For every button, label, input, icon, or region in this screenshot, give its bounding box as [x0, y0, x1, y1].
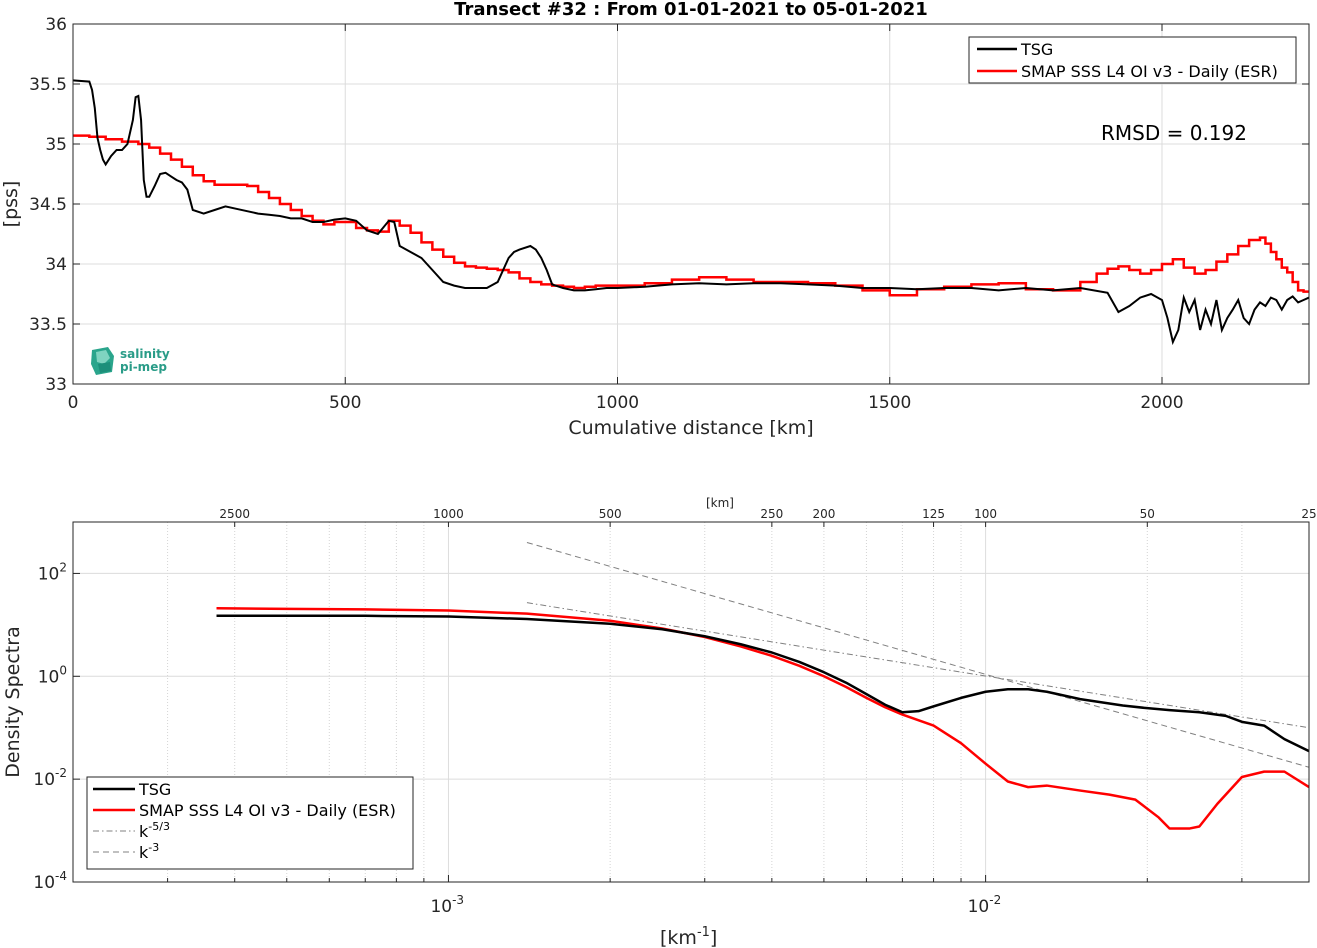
bottom-x-tick-label: 10-2 — [968, 893, 1002, 917]
top-x-tick-label: 2000 — [1140, 393, 1183, 413]
top-y-tick-label: 36 — [45, 15, 67, 35]
smap-spectrum-line — [216, 607, 1310, 830]
bottom-axes-box — [72, 521, 1310, 883]
top-x-tick-label: 0 — [68, 393, 79, 413]
top-y-axis-label: [pss] — [0, 181, 22, 228]
top-x-tick-label: 1500 — [868, 393, 911, 413]
bottom-legend: TSG SMAP SSS L4 OI v3 - Daily (ESR) k-5/… — [86, 776, 414, 870]
bottom-series-lines — [216, 541, 1310, 830]
chart-title: Transect #32 : From 01-01-2021 to 05-01-… — [454, 0, 928, 20]
top-x-tick-label: 500 — [329, 393, 361, 413]
k-53-reference-line — [526, 602, 1310, 729]
legend2-label-k53: k-5/3 — [139, 820, 170, 841]
bottom-top-tick-label: 100 — [974, 507, 997, 521]
bottom-top-tick-label: 250 — [760, 507, 783, 521]
top-series-lines — [72, 79, 1310, 346]
top-y-tick-label: 35 — [45, 135, 67, 155]
top-x-axis-label: Cumulative distance [km] — [568, 417, 813, 439]
legend2-label-k3: k-3 — [139, 841, 159, 862]
svg-text:[km-1]: [km-1] — [660, 925, 717, 948]
bottom-ticks: 10-3 10-2 102 100 10-2 10-4 2500 1000 500 250 200 1… — [33, 507, 1316, 917]
top-legend-box — [968, 36, 1297, 84]
top-y-tick-label: 33.5 — [29, 315, 67, 335]
top-y-tick-label: 35.5 — [29, 75, 67, 95]
top-y-tick-label: 33 — [45, 375, 67, 395]
salinity-pi-mep-logo: salinity pi-mep — [91, 347, 170, 375]
bottom-top-tick-label: 50 — [1140, 507, 1155, 521]
top-y-tick-label: 34 — [45, 255, 67, 275]
logo-text-salinity: salinity — [120, 347, 170, 361]
logo-text-pi-mep: pi-mep — [120, 360, 167, 374]
legend-label-smap: SMAP SSS L4 OI v3 - Daily (ESR) — [1021, 62, 1278, 81]
rmsd-annotation: RMSD = 0.192 — [1101, 121, 1247, 145]
bottom-y-tick-label: 100 — [38, 663, 67, 687]
k-3-reference-line — [526, 541, 1310, 768]
bottom-y-tick-label: 10-2 — [33, 766, 67, 790]
bottom-top-tick-label: 25 — [1301, 507, 1316, 521]
bottom-top-tick-label: 125 — [922, 507, 945, 521]
bottom-y-tick-label: 102 — [38, 560, 67, 584]
top-ticks: 0 500 1000 1500 2000 33 33.5 34 34.5 35 35.5 36 — [29, 15, 1309, 413]
bottom-top-tick-label: 2500 — [219, 507, 250, 521]
bottom-top-axis-label: [km] — [706, 496, 734, 510]
legend2-label-smap: SMAP SSS L4 OI v3 - Daily (ESR) — [139, 801, 396, 820]
top-legend: TSG SMAP SSS L4 OI v3 - Daily (ESR) — [968, 36, 1297, 84]
legend2-label-tsg: TSG — [138, 780, 171, 799]
legend-label-tsg: TSG — [1020, 40, 1053, 59]
bottom-y-tick-label: 10-4 — [33, 869, 67, 893]
bottom-legend-box — [86, 776, 414, 870]
bottom-y-axis-label: Density Spectra — [2, 626, 24, 777]
bottom-top-tick-label: 1000 — [433, 507, 464, 521]
bottom-top-tick-label: 200 — [812, 507, 835, 521]
top-x-tick-label: 1000 — [596, 393, 639, 413]
tsg-line — [72, 79, 1310, 346]
tsg-spectrum-line — [216, 614, 1310, 753]
top-y-tick-label: 34.5 — [29, 195, 67, 215]
bottom-x-axis-label: [km-1] — [660, 925, 717, 948]
bottom-x-tick-label: 10-3 — [430, 893, 464, 917]
smap-sss-line — [73, 134, 1309, 297]
bottom-top-tick-label: 500 — [599, 507, 622, 521]
